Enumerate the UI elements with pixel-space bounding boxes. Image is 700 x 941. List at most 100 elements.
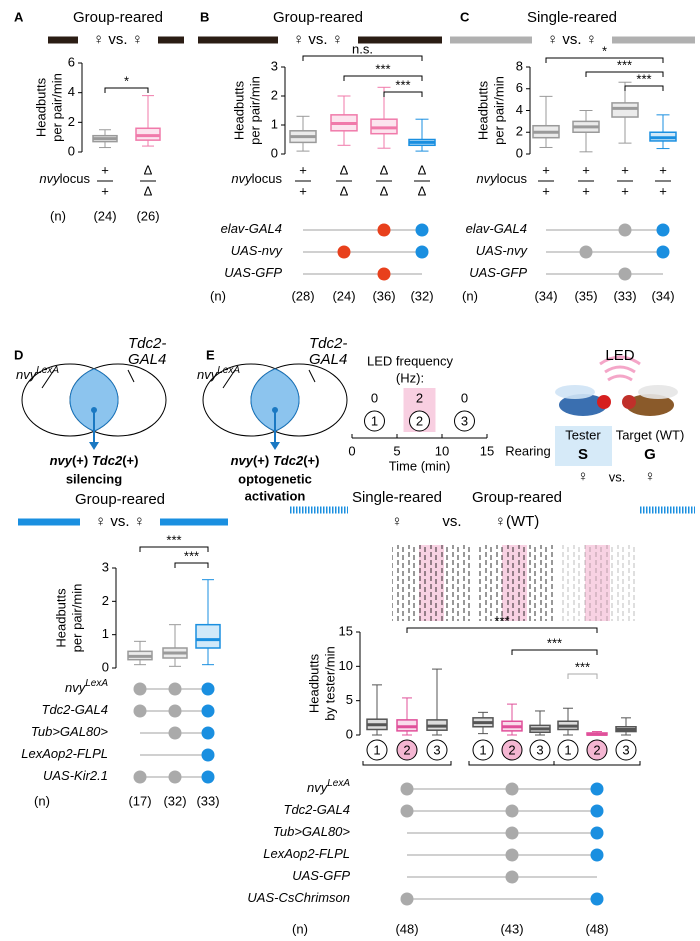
locus-bottom: + (621, 183, 629, 198)
epoch-label-circle (615, 739, 637, 761)
locus-top: Δ (380, 162, 389, 177)
locus-label-part: locus (252, 171, 283, 186)
genotype-dot (133, 682, 147, 696)
venn-right-label: Tdc2- (128, 335, 166, 352)
locus-bottom: Δ (144, 183, 153, 198)
genotype-dot (168, 682, 182, 696)
genotype-dot (400, 804, 414, 818)
genotype-label: UAS-CsChrimson (247, 890, 350, 905)
epoch-label-circle (586, 739, 608, 761)
led-frequency: 0 (371, 390, 378, 405)
n-label: (n) (34, 793, 50, 808)
venn-caption: activation (245, 488, 306, 503)
epoch-label: 3 (433, 742, 440, 757)
locus-bottom: + (101, 183, 109, 198)
genotype-dot (133, 770, 147, 784)
y-tick-label: 4 (68, 84, 75, 99)
genotype-dot (618, 267, 632, 281)
header-left: Single-reared (352, 489, 442, 506)
genotype-label-part: UAS-nvy (476, 243, 529, 258)
panel-label: C (460, 9, 470, 24)
y-axis-label: per pair/min (69, 584, 84, 653)
n-value: (24) (332, 288, 355, 303)
locus-label: nvylocus (231, 171, 282, 186)
locus-bottom: + (659, 183, 667, 198)
time-tick-label: 0 (348, 443, 355, 458)
y-tick-label: 2 (102, 593, 109, 608)
header-comparison: ♀ vs. ♀ (293, 31, 343, 48)
panel-label: E (206, 347, 215, 362)
genotype-dot (415, 245, 429, 259)
locus-label-part: locus (60, 171, 91, 186)
genotype-label-part: elav-GAL4 (221, 221, 282, 236)
genotype-dot (377, 267, 391, 281)
y-tick-label: 2 (271, 87, 278, 102)
genotype-label-part: Tub>GAL80> (273, 824, 351, 839)
led-epoch-circle (409, 410, 430, 432)
epoch-label-circle (426, 739, 448, 761)
genotype-label: UAS-Kir2.1 (43, 768, 108, 783)
locus-label-part: nvy (39, 171, 61, 186)
sig-label: *** (575, 659, 590, 674)
genotype-label-part: UAS-nvy (231, 243, 284, 258)
epoch-label: 1 (564, 742, 571, 757)
genotype-dot (579, 245, 593, 259)
venn-caption: silencing (66, 471, 122, 486)
locus-bottom: Δ (418, 183, 427, 198)
locus-top: + (582, 162, 590, 177)
led-epoch: 2 (416, 413, 423, 428)
epoch-label-circle (366, 739, 388, 761)
y-axis-label: Headbutts (53, 588, 68, 648)
time-axis-label: Time (min) (389, 458, 451, 473)
led-frequency: 2 (416, 390, 423, 405)
genotype-label-part: UAS-Kir2.1 (43, 768, 108, 783)
sig-label: *** (395, 77, 410, 92)
genotype-dot (201, 726, 215, 740)
genotype-label-part: Tdc2-GAL4 (42, 702, 108, 717)
genotype-label: Tdc2-GAL4 (284, 802, 350, 817)
target-rearing: G (644, 446, 656, 463)
genotype-label: nvyLexA (307, 778, 350, 795)
sig-bracket (567, 673, 598, 679)
locus-top: + (621, 162, 629, 177)
genotype-dot (505, 848, 519, 862)
n-value: (36) (372, 288, 395, 303)
panel-header: Single-reared (527, 9, 617, 26)
panel-header: Group-reared (75, 491, 165, 508)
n-value: (43) (500, 921, 523, 936)
genotype-label-part: elav-GAL4 (466, 221, 527, 236)
sig-bracket (511, 649, 598, 655)
venn-result-part: Tdc2 (92, 453, 123, 468)
venn-left-label: nvyLexA (16, 365, 59, 382)
locus-label-part: locus (497, 171, 528, 186)
epoch-label: 2 (593, 742, 600, 757)
locus-bottom: + (299, 183, 307, 198)
sig-label: *** (494, 613, 509, 628)
genotype-dot (590, 826, 604, 840)
group-bracket (362, 761, 452, 766)
y-tick-label: 2 (68, 114, 75, 129)
y-tick-label: 2 (516, 124, 523, 139)
y-tick-label: 0 (346, 726, 353, 741)
y-tick-label: 5 (346, 692, 353, 707)
venn-result-part: (+) (253, 453, 273, 468)
y-tick-label: 3 (102, 559, 109, 574)
led-title: (Hz): (396, 370, 424, 385)
tester-sex: ♀ (577, 468, 588, 485)
genotype-dot (590, 804, 604, 818)
genotype-label-part: LexAop2-FLPL (21, 746, 108, 761)
header-comparison: ♀ vs. ♀ (95, 513, 145, 530)
epoch-label-circle (501, 739, 523, 761)
n-value: (34) (534, 288, 557, 303)
n-value: (48) (395, 921, 418, 936)
venn-left-label-part: LexA (36, 365, 59, 376)
sig-label: *** (184, 548, 199, 563)
n-value: (35) (574, 288, 597, 303)
n-value: (17) (128, 793, 151, 808)
panel-header: Group-reared (73, 9, 163, 26)
box (611, 102, 639, 118)
venn-pointer (222, 369, 316, 389)
locus-label: nvylocus (39, 171, 90, 186)
sig-bracket (545, 57, 664, 63)
n-label: (n) (292, 921, 308, 936)
